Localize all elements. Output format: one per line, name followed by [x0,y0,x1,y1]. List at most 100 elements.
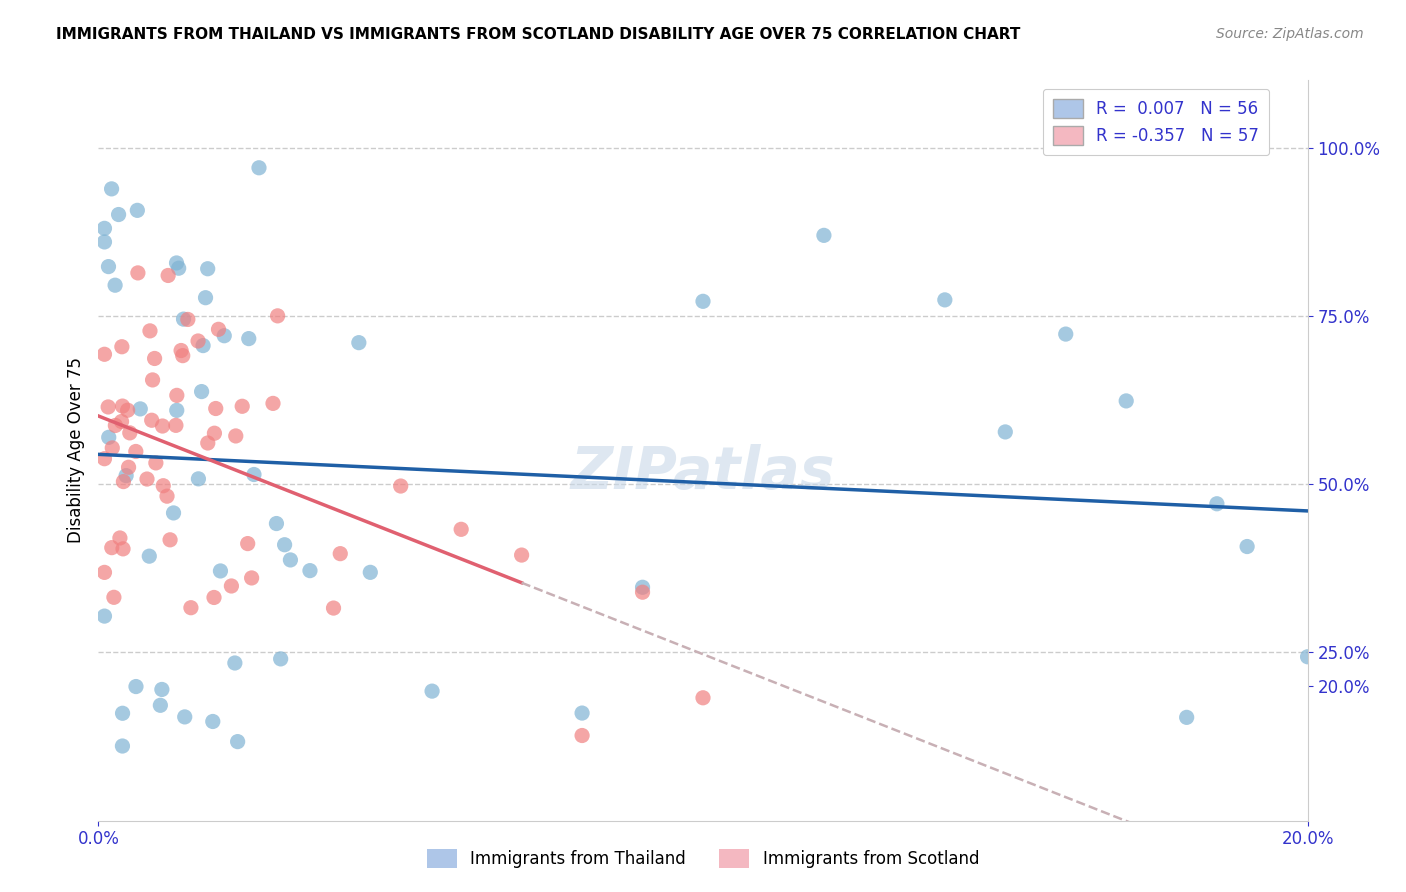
Point [510,548,533,562]
Point [138,549,160,564]
Point [266,309,288,323]
Point [110,415,132,429]
Point [162,506,184,520]
Point [118,425,141,440]
Point [166,388,188,402]
Point [97,430,120,444]
Point [152,419,174,434]
Point [450,522,472,536]
Point [262,396,284,410]
Point [243,467,266,482]
Point [298,564,321,578]
Point [1206,497,1229,511]
Point [104,418,127,433]
Point [104,278,127,293]
Point [236,536,259,550]
Point [136,472,159,486]
Point [322,601,344,615]
Point [93,347,115,361]
Point [93,221,115,235]
Point [111,399,134,413]
Point [156,489,179,503]
Y-axis label: Disability Age Over 75: Disability Age Over 75 [66,358,84,543]
Point [172,349,194,363]
Point [221,579,243,593]
Point [225,429,247,443]
Point [150,682,173,697]
Point [389,479,412,493]
Point [813,228,835,243]
Point [224,656,246,670]
Point [103,591,125,605]
Point [238,332,260,346]
Point [127,266,149,280]
Point [142,373,165,387]
Point [359,566,381,580]
Point [197,261,219,276]
Point [204,426,226,441]
Legend: Immigrants from Thailand, Immigrants from Scotland: Immigrants from Thailand, Immigrants fro… [420,842,986,875]
Point [108,531,131,545]
Point [125,680,148,694]
Point [190,384,212,399]
Point [117,460,139,475]
Point [420,684,443,698]
Text: IMMIGRANTS FROM THAILAND VS IMMIGRANTS FROM SCOTLAND DISABILITY AGE OVER 75 CORR: IMMIGRANTS FROM THAILAND VS IMMIGRANTS F… [56,27,1021,42]
Point [100,182,122,196]
Point [139,324,162,338]
Point [207,322,229,336]
Point [1115,393,1137,408]
Point [692,294,714,309]
Point [167,261,190,276]
Point [202,591,225,605]
Point [159,533,181,547]
Point [197,436,219,450]
Point [212,328,235,343]
Point [127,203,149,218]
Point [571,729,593,743]
Point [187,472,209,486]
Point [231,399,253,413]
Point [97,260,120,274]
Point [1236,540,1258,554]
Point [125,444,148,458]
Point [157,268,180,283]
Point [101,541,124,555]
Point [270,652,292,666]
Point [280,553,302,567]
Point [166,403,188,417]
Point [1054,327,1077,342]
Point [107,208,129,222]
Point [692,690,714,705]
Point [173,312,195,326]
Point [1175,710,1198,724]
Point [112,475,135,489]
Point [1296,649,1319,664]
Point [141,413,163,427]
Point [204,401,226,416]
Point [166,256,188,270]
Point [247,161,270,175]
Point [165,418,187,433]
Point [194,291,217,305]
Point [266,516,288,531]
Point [240,571,263,585]
Point [191,338,214,352]
Point [101,441,124,455]
Point [149,698,172,713]
Point [209,564,232,578]
Point [994,425,1017,439]
Text: ZIPatlas: ZIPatlas [571,444,835,501]
Point [112,541,135,556]
Point [226,734,249,748]
Point [170,343,193,358]
Point [631,585,654,599]
Text: Source: ZipAtlas.com: Source: ZipAtlas.com [1216,27,1364,41]
Point [201,714,224,729]
Point [145,456,167,470]
Point [93,609,115,624]
Point [571,706,593,720]
Point [329,547,352,561]
Point [111,706,134,721]
Point [934,293,956,307]
